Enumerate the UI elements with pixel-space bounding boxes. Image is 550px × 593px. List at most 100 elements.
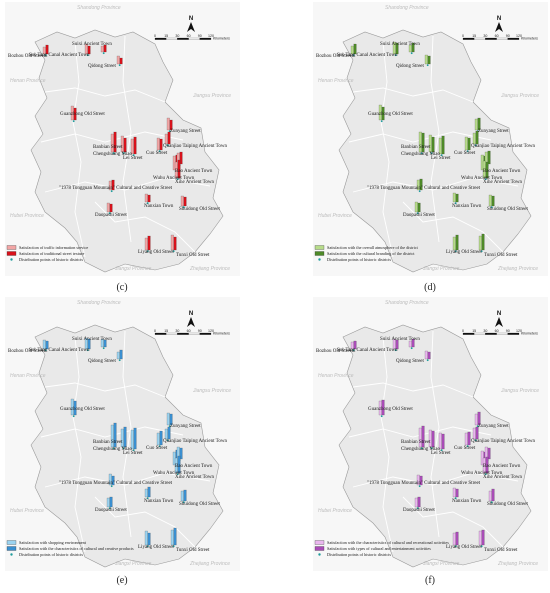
bar-cluster <box>350 340 357 352</box>
legend: Satisfaction with shopping environmentSa… <box>6 540 134 557</box>
bar-light <box>452 487 456 498</box>
place-label: Lei Street <box>431 451 451 456</box>
bar-cluster <box>392 338 399 352</box>
district-point <box>158 445 161 448</box>
place-label: Daopashi Street <box>95 213 127 218</box>
caption-d: (d) <box>424 282 436 293</box>
bar-dark <box>45 44 49 55</box>
place-label: Banbian Street <box>93 145 123 150</box>
bar-dark <box>87 338 91 350</box>
bar-dark <box>491 488 495 502</box>
bar-cluster <box>110 131 117 155</box>
district-point <box>112 152 115 155</box>
bar-cluster <box>414 201 421 215</box>
bar-cluster <box>378 104 385 123</box>
district-point <box>352 54 355 57</box>
bar-light <box>482 457 486 474</box>
bar-light <box>100 338 104 348</box>
place-label: Daopashi Street <box>403 213 435 218</box>
place-label: Bao Ancient Town <box>175 464 213 469</box>
province-label: Shandong Province <box>77 300 121 306</box>
bar-cluster <box>130 427 137 452</box>
bar-dark <box>183 196 187 207</box>
district-point <box>44 349 47 352</box>
province-label: Hubei Province <box>318 213 352 219</box>
north-arrow-icon: N <box>495 16 503 32</box>
province-label: Jiangxi Province <box>422 266 460 272</box>
bar-light <box>106 202 110 213</box>
bar-dark <box>455 234 459 251</box>
bar-light <box>464 136 468 151</box>
bar-cluster <box>108 473 115 488</box>
legend-label: Satisfaction with types of cultural and … <box>327 546 431 551</box>
bar-dark <box>419 178 423 191</box>
svg-text:15: 15 <box>472 34 476 38</box>
bar-cluster <box>418 131 425 155</box>
place-label: Suixi Ancient Town <box>72 42 112 47</box>
place-label: Chengshuang Miao <box>401 152 441 157</box>
svg-text:90: 90 <box>198 34 202 38</box>
bar-dark <box>87 45 91 55</box>
province-label: Henan Province <box>318 373 354 379</box>
place-label: Chengshuang Miao <box>401 447 441 452</box>
district-point <box>420 152 423 155</box>
bar-light <box>174 161 178 179</box>
province-label: Shandong Province <box>385 5 429 11</box>
bar-cluster <box>414 496 421 510</box>
bar-light <box>108 180 112 191</box>
svg-text:0: 0 <box>154 329 156 333</box>
place-label: Zunyang Street <box>478 129 509 134</box>
bar-cluster <box>116 349 123 362</box>
province-label: Jiangsu Province <box>192 93 231 99</box>
bar-dark <box>113 422 117 448</box>
district-point <box>86 54 89 57</box>
map-svg: Shandong Province Henan Province Jiangsu P… <box>313 2 548 276</box>
bar-cluster <box>474 411 481 428</box>
district-point <box>418 485 421 488</box>
place-label: Shuidong Old Street <box>179 207 220 212</box>
bar-cluster <box>424 350 431 362</box>
bar-light <box>180 490 184 502</box>
bar-cluster <box>418 425 425 450</box>
bar-light <box>84 43 88 55</box>
place-label: Liyang Old Street <box>138 250 174 255</box>
district-point <box>410 52 413 55</box>
place-label: Xihe Ancient Town <box>175 180 214 185</box>
bar-cluster <box>408 42 415 55</box>
bar-light <box>464 432 468 446</box>
bar-cluster <box>438 432 445 452</box>
legend-swatch <box>314 245 325 250</box>
district-point <box>176 178 179 181</box>
place-label: Wuhu Ancient Town <box>461 471 503 476</box>
bar-dark <box>455 531 459 546</box>
district-point <box>166 144 169 147</box>
district-point <box>426 359 429 362</box>
bar-light <box>144 488 148 498</box>
place-label: Quanjiao Taiping Ancient Town <box>163 439 227 444</box>
bar-dark <box>491 195 495 207</box>
district-point <box>352 349 355 352</box>
district-point <box>474 144 477 147</box>
place-label: Sui-Tang Canal Ancient Town <box>29 348 90 353</box>
place-label: "1978 Tongguan Mountain" Cultural and Cr… <box>367 481 481 486</box>
place-label: Lei Street <box>431 156 451 161</box>
place-label: Xihe Ancient Town <box>483 180 522 185</box>
legend-label: Satisfaction with the overall atmosphere… <box>327 245 419 250</box>
bar-light <box>392 338 396 350</box>
map-panel-f: Shandong Province Henan Province Jiangsu P… <box>313 297 548 571</box>
place-label: Qidong Street <box>88 359 117 364</box>
bar-cluster <box>464 431 471 448</box>
bar-dark <box>111 475 115 486</box>
district-point <box>146 202 149 205</box>
legend-label: Satisfaction with shopping environment <box>19 540 87 545</box>
bar-dark <box>417 202 421 213</box>
bar-dark <box>381 106 385 121</box>
bar-dark <box>417 496 421 508</box>
district-point <box>102 52 105 55</box>
bar-cluster <box>108 179 115 193</box>
place-label: Quanjiao Taiping Ancient Town <box>163 144 227 149</box>
place-label: Chengshuang Miao <box>93 447 133 452</box>
bar-dark <box>119 349 123 360</box>
